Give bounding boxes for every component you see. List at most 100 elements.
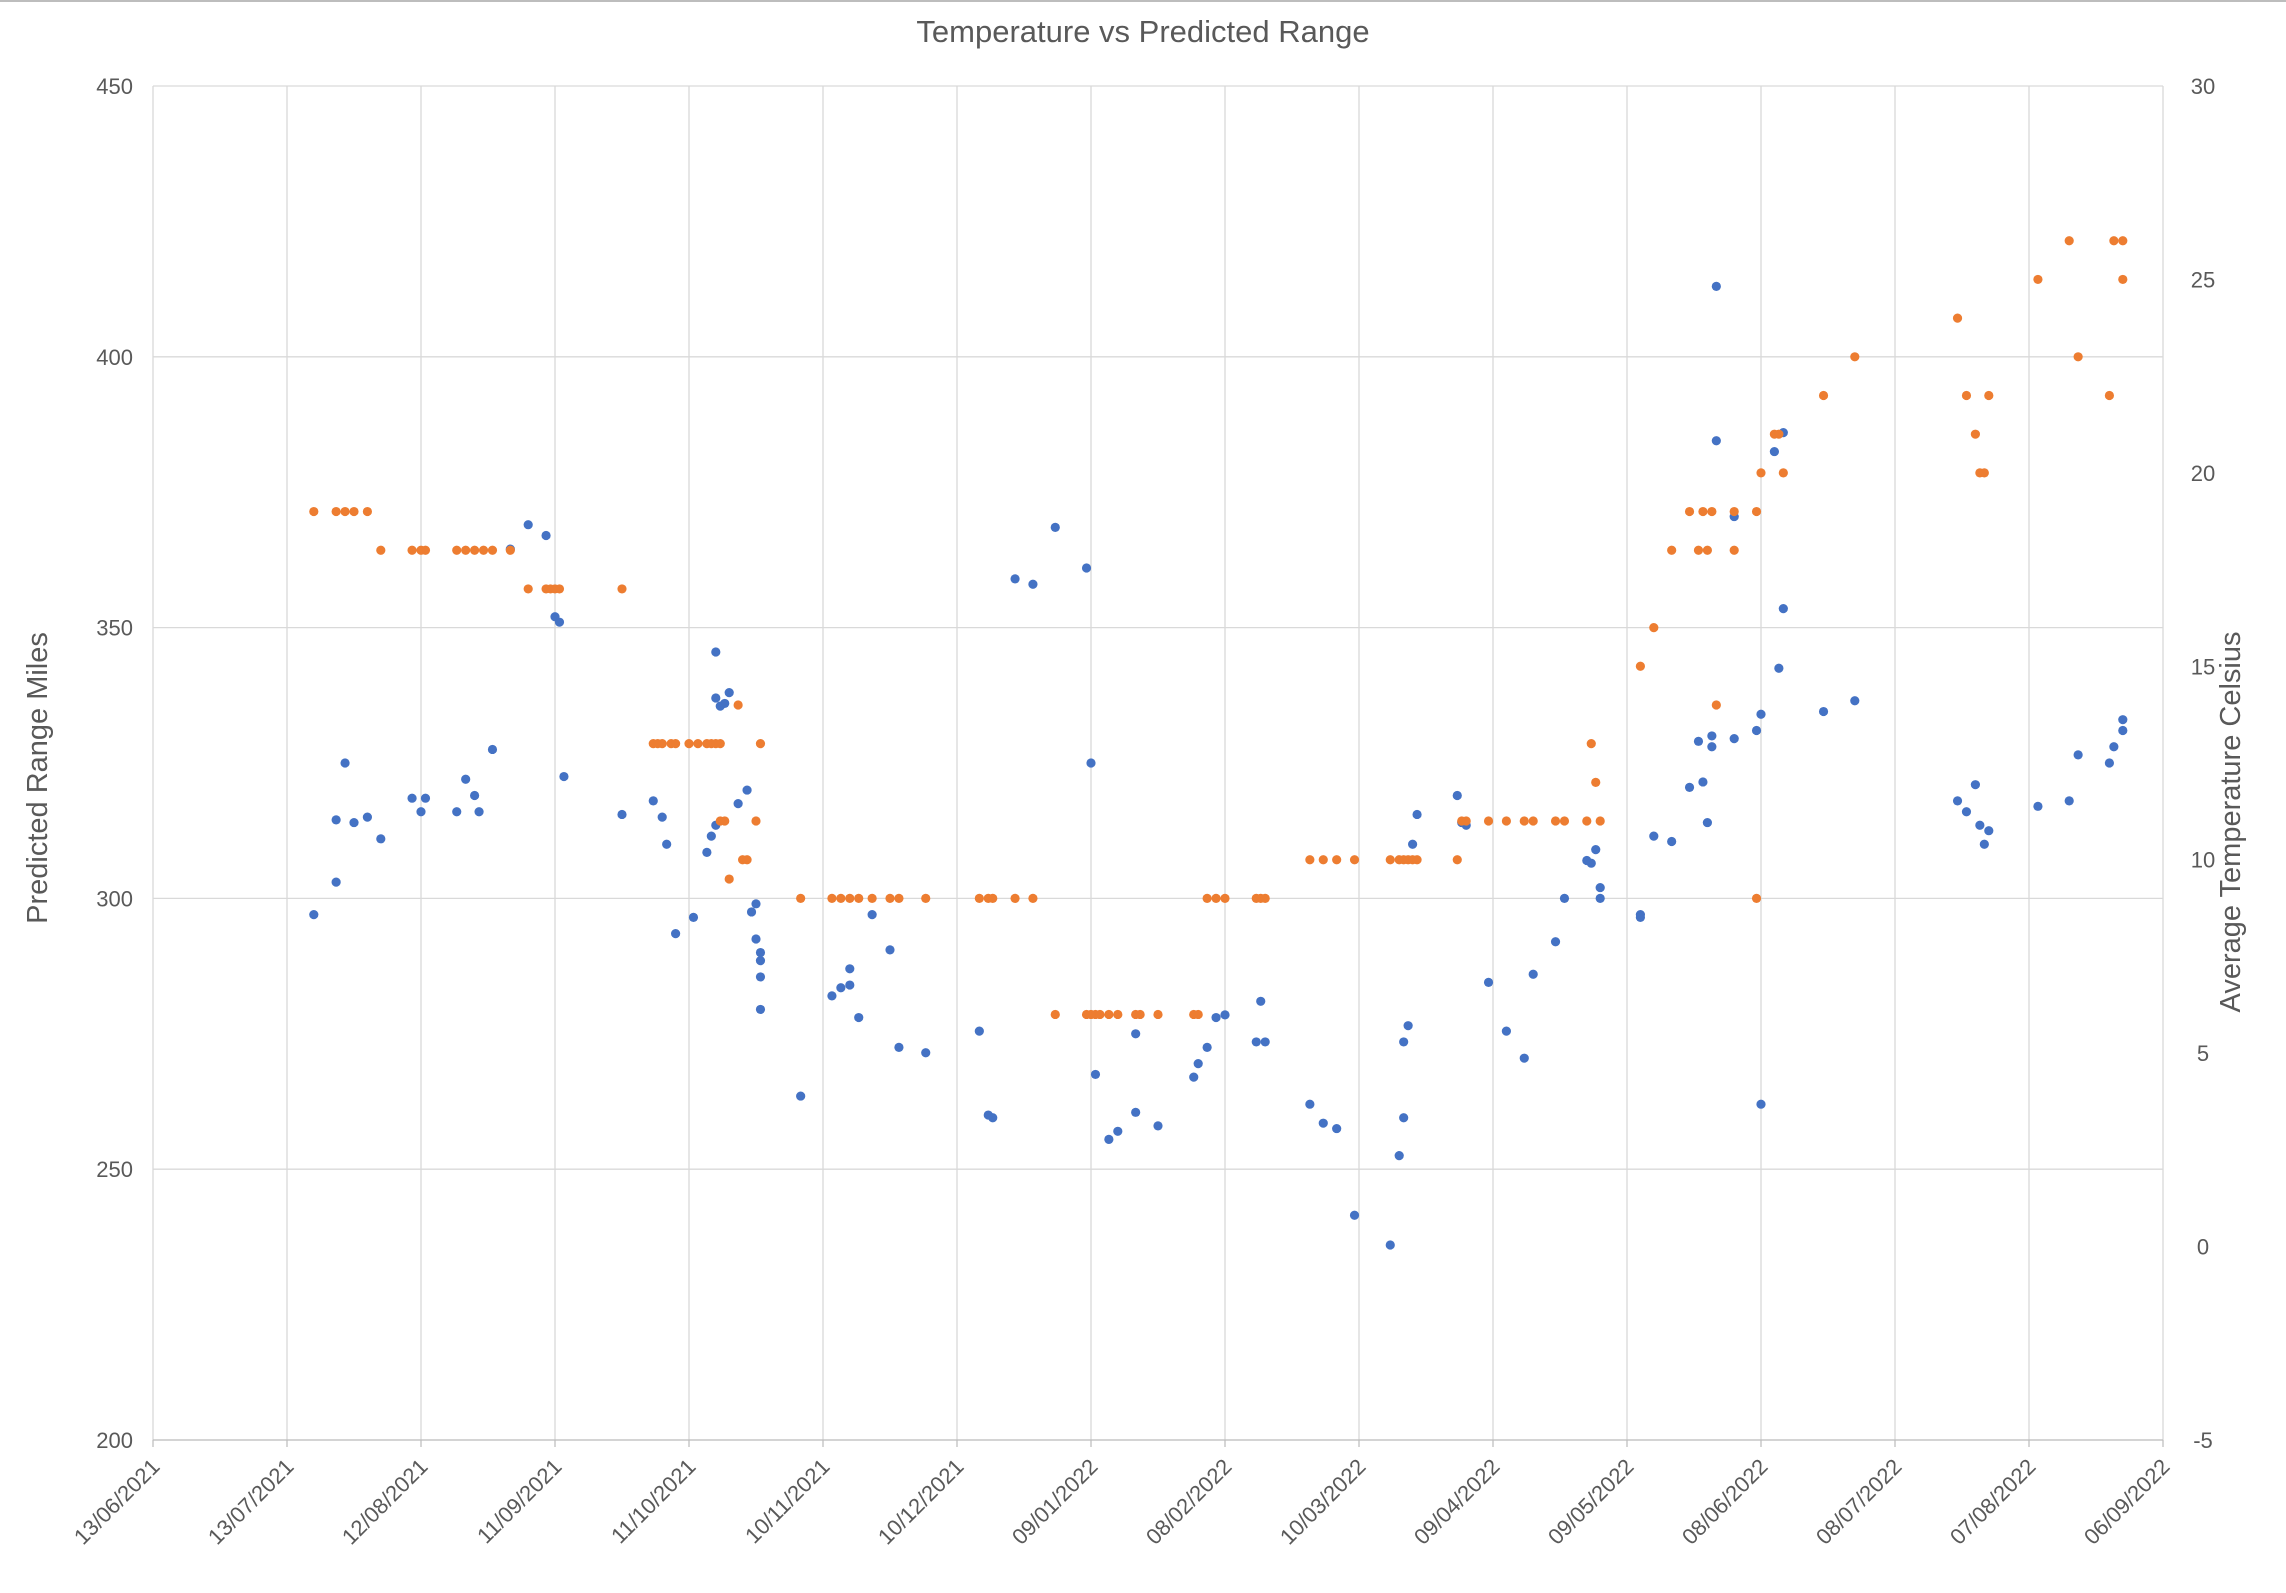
temperature-point — [1979, 468, 1989, 478]
y2-tick-label: 10 — [2191, 848, 2215, 873]
y2-tick-label: 15 — [2191, 654, 2215, 679]
range-point — [1711, 281, 1721, 291]
x-tick-label: 08/06/2022 — [1677, 1454, 1773, 1550]
range-point — [755, 1004, 766, 1015]
range-point — [974, 1026, 984, 1036]
range-point — [1501, 1026, 1511, 1036]
range-point — [474, 807, 484, 817]
temperature-point — [2109, 236, 2119, 246]
range-point — [1113, 1126, 1123, 1136]
temperature-point — [2064, 236, 2074, 246]
range-point — [1769, 446, 1779, 457]
temperature-point — [1774, 429, 1784, 439]
temperature-point — [1702, 545, 1712, 555]
temperature-point — [894, 893, 904, 904]
y-tick-label: 250 — [96, 1157, 133, 1182]
temperature-point — [2118, 274, 2128, 285]
range-point — [702, 847, 712, 857]
axes: 200 250 300 350 400 450 -5 0 5 10 15 20 25 30 13/06/20… — [69, 74, 2215, 1549]
range-point — [755, 972, 766, 982]
x-tick-label: 08/07/2022 — [1811, 1454, 1907, 1550]
range-point — [1756, 709, 1766, 719]
range-point — [452, 807, 462, 817]
range-point — [746, 907, 757, 917]
temperature-point — [1952, 313, 1963, 323]
range-point — [688, 912, 699, 922]
range-point — [845, 980, 855, 990]
range-point — [1729, 734, 1739, 744]
y-tick-label: 200 — [96, 1428, 133, 1453]
range-point — [2033, 801, 2043, 811]
x-tick-label: 10/03/2022 — [1275, 1454, 1371, 1550]
temperature-point — [1595, 816, 1605, 826]
x-tick-label: 12/08/2021 — [337, 1454, 433, 1550]
temperature-point — [1483, 816, 1494, 826]
temperature-point — [1778, 468, 1788, 478]
x-tick-label: 11/10/2021 — [606, 1454, 700, 1548]
range-point — [2064, 796, 2074, 806]
range-point — [1595, 882, 1605, 893]
temperature-point — [1707, 506, 1717, 517]
temperature-point — [720, 816, 730, 826]
range-point — [1970, 780, 1980, 790]
temperature-point — [362, 506, 372, 517]
temperature-point — [1684, 506, 1695, 517]
temperature-point — [1550, 816, 1561, 826]
x-tick-label: 08/02/2022 — [1141, 1454, 1237, 1550]
y2-tick-label: 0 — [2197, 1235, 2209, 1260]
temperature-point — [1349, 855, 1360, 865]
y-tick-label: 350 — [96, 616, 133, 641]
range-point — [470, 790, 480, 801]
temperature-point — [1501, 816, 1511, 826]
range-point — [487, 744, 498, 755]
temperature-point — [1113, 1009, 1123, 1020]
range-point — [1153, 1121, 1163, 1131]
temperature-point — [1751, 893, 1762, 904]
temperature-point — [2118, 236, 2128, 246]
temperature-point — [1135, 1009, 1145, 1020]
temperature-point — [340, 506, 350, 517]
temperature-point — [1591, 777, 1601, 787]
range-point — [1332, 1123, 1342, 1134]
range-point — [1649, 831, 1659, 841]
temperature-point — [1970, 429, 1980, 439]
y-axis-label: Predicted Range Miles — [22, 632, 54, 924]
range-point — [1979, 839, 1989, 849]
range-point — [662, 839, 672, 849]
grid-lines — [152, 85, 2164, 1441]
range-point — [554, 617, 565, 627]
temperature-point — [854, 893, 864, 904]
temperature-point — [487, 545, 498, 555]
temperature-point — [671, 739, 681, 749]
range-point — [1667, 836, 1677, 847]
range-point — [1399, 1037, 1409, 1047]
temperature-point — [1751, 506, 1762, 517]
temperature-point — [1050, 1009, 1060, 1020]
temperature-point — [751, 816, 761, 826]
range-point — [340, 758, 350, 768]
y-tick-label: 450 — [96, 74, 133, 99]
temperature-point — [845, 893, 855, 904]
range-point — [671, 929, 681, 939]
temperature-point — [2073, 352, 2083, 362]
range-point — [755, 947, 766, 958]
range-point — [755, 956, 766, 966]
temperature-point — [2033, 274, 2043, 285]
chart-title: Temperature vs Predicted Range — [916, 14, 1369, 49]
temperature-point — [309, 506, 319, 517]
range-point — [2104, 758, 2114, 768]
temperature-point — [1010, 893, 1020, 904]
range-point — [1693, 736, 1704, 746]
range-point — [1394, 1151, 1404, 1161]
range-point — [416, 807, 426, 817]
temperature-point — [2104, 390, 2114, 401]
range-point — [706, 831, 716, 841]
range-point — [1818, 706, 1829, 717]
range-point — [1104, 1134, 1114, 1145]
range-point — [1635, 912, 1645, 922]
temperature-point — [921, 893, 931, 904]
temperature-point — [1519, 816, 1529, 826]
range-point — [1850, 696, 1860, 706]
temperature-point — [1260, 893, 1270, 904]
